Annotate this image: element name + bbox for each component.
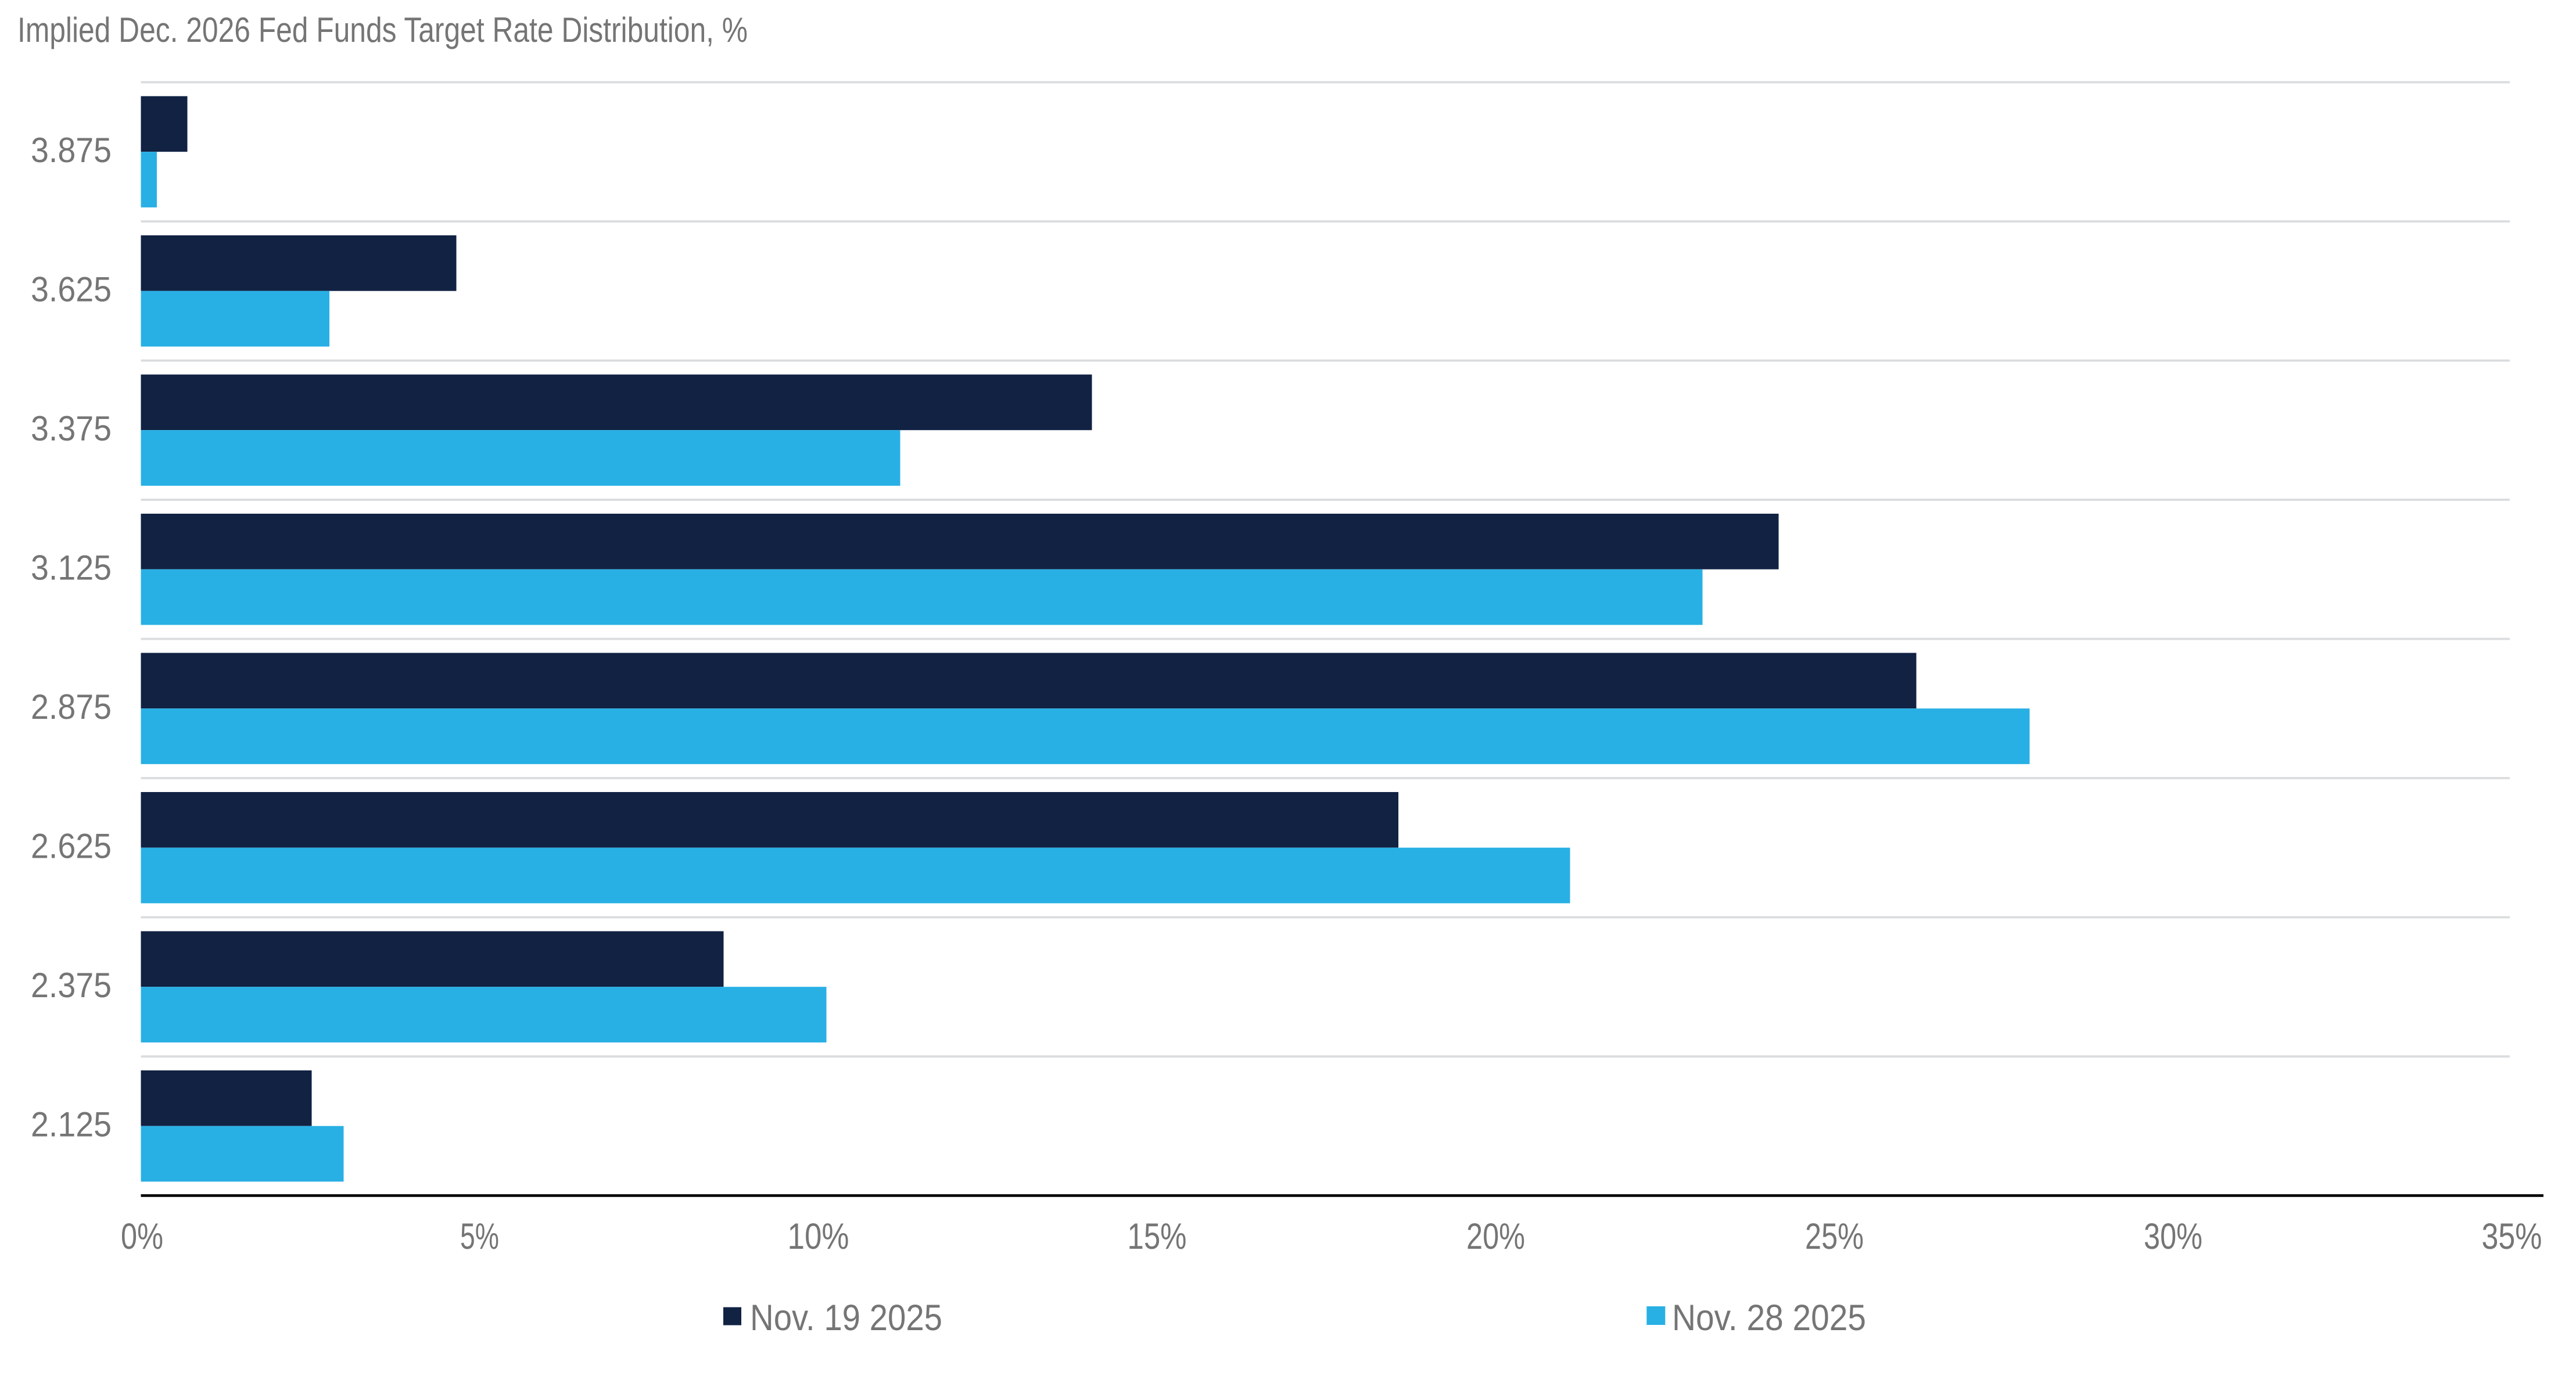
svg-text:3.875: 3.875 [31, 131, 112, 170]
svg-text:30%: 30% [2144, 1216, 2202, 1257]
svg-text:2.375: 2.375 [31, 966, 112, 1005]
svg-text:10%: 10% [788, 1216, 849, 1257]
svg-text:25%: 25% [1805, 1216, 1864, 1257]
svg-text:15%: 15% [1128, 1216, 1187, 1257]
svg-text:2.125: 2.125 [31, 1105, 112, 1144]
svg-text:Nov. 28 2025: Nov. 28 2025 [1672, 1298, 1866, 1338]
svg-text:35%: 35% [2482, 1216, 2542, 1257]
svg-text:2.875: 2.875 [31, 687, 112, 726]
svg-text:2.625: 2.625 [31, 827, 112, 866]
svg-text:3.125: 3.125 [31, 549, 112, 587]
svg-text:Implied Dec. 2026 Fed Funds Ta: Implied Dec. 2026 Fed Funds Target Rate … [17, 10, 748, 49]
svg-text:0%: 0% [121, 1216, 163, 1257]
svg-text:3.625: 3.625 [31, 270, 112, 309]
svg-text:20%: 20% [1466, 1216, 1525, 1257]
svg-text:3.375: 3.375 [31, 409, 112, 448]
svg-text:Nov. 19 2025: Nov. 19 2025 [750, 1298, 942, 1338]
svg-text:5%: 5% [460, 1216, 499, 1257]
